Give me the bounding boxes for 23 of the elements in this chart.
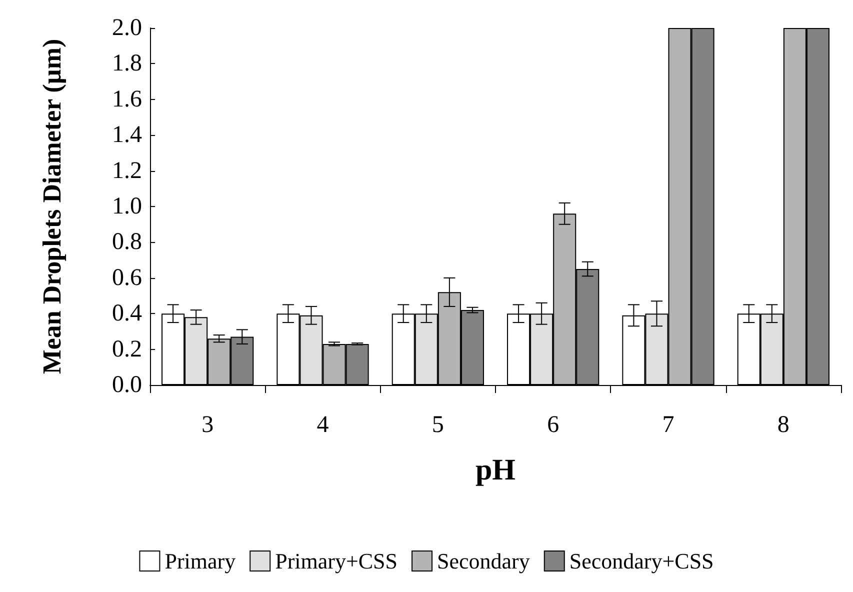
y-tick-label: 0.0	[112, 372, 142, 398]
y-tick-label: 0.6	[112, 264, 142, 291]
legend-label: Secondary+CSS	[569, 548, 714, 574]
y-tick-label: 0.4	[112, 300, 142, 327]
x-tick-label: 4	[316, 412, 329, 438]
y-axis-title: Mean Droplets Diameter (µm)	[38, 38, 66, 374]
legend-label: Primary	[164, 548, 236, 574]
x-tick-label: 6	[547, 412, 560, 438]
y-tick-label: 0.2	[112, 336, 142, 362]
y-tick-label: 2.0	[112, 15, 142, 41]
y-tick-label: 1.6	[112, 86, 142, 112]
x-tick-label: 7	[662, 412, 674, 438]
y-tick-label: 1.8	[112, 50, 142, 77]
legend-label: Primary+CSS	[275, 548, 398, 574]
y-tick-label: 1.2	[112, 158, 142, 184]
y-tick-label: 0.8	[112, 229, 142, 256]
y-tick-label: 1.4	[112, 122, 142, 148]
y-tick-label: 1.0	[112, 194, 142, 220]
x-tick-label: 5	[432, 412, 444, 438]
x-tick-label: 8	[777, 412, 790, 438]
x-tick-label: 3	[202, 412, 214, 438]
x-axis-title: pH	[475, 454, 516, 486]
legend-label: Secondary	[437, 548, 530, 574]
